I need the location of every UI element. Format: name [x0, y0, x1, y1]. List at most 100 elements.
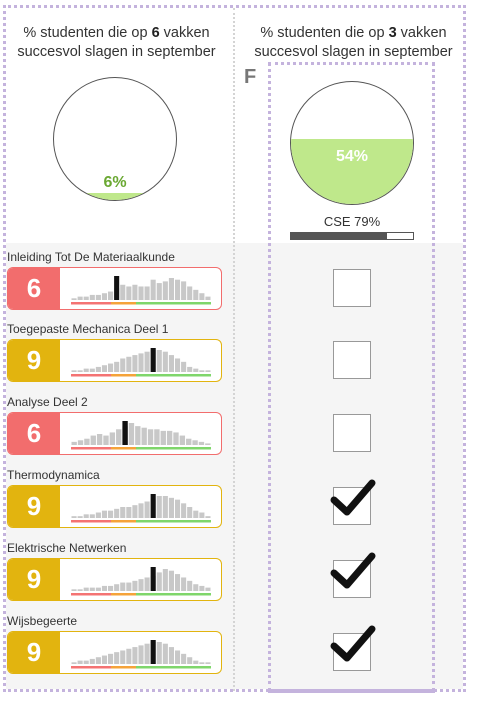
course-checkbox[interactable]	[330, 625, 376, 671]
histogram-bar	[205, 587, 211, 591]
histogram-bar	[162, 281, 168, 300]
histogram-bar	[138, 503, 144, 518]
histogram-bar	[77, 296, 83, 300]
histogram-bar	[101, 510, 108, 518]
histogram-bar	[168, 497, 174, 518]
histogram-bar	[77, 370, 83, 372]
histogram-bar	[144, 643, 150, 664]
course-checkbox[interactable]	[333, 269, 371, 307]
histogram-bar	[181, 361, 187, 372]
grade-card[interactable]: 9	[7, 558, 222, 601]
histogram-bar	[126, 286, 132, 300]
course-checkbox[interactable]	[330, 552, 376, 598]
histogram-bar	[132, 580, 138, 591]
grade-histogram	[71, 640, 211, 669]
histogram-bar	[193, 510, 199, 518]
histogram-bar	[95, 657, 101, 664]
scenario-letter: F	[244, 66, 257, 88]
histogram-bar	[83, 587, 89, 591]
histogram-bar	[108, 510, 114, 518]
left-pie-fill	[54, 193, 176, 200]
histogram-bar	[135, 426, 141, 445]
histogram-bar	[95, 512, 101, 518]
cse-progress-bar	[290, 232, 414, 240]
histogram-bar	[156, 496, 162, 518]
column-divider	[233, 8, 235, 691]
grade-scale-segment	[136, 593, 211, 596]
histogram-bar	[205, 516, 211, 518]
histogram-bar	[108, 363, 114, 372]
histogram-bar	[95, 587, 101, 591]
course-checkbox[interactable]	[330, 479, 376, 525]
grade-scale-segment	[111, 520, 136, 523]
grade-badge: 9	[8, 340, 60, 381]
histogram-bar	[199, 512, 205, 518]
histogram-bar	[193, 368, 199, 372]
histogram-bar	[108, 585, 114, 591]
histogram-bar	[174, 499, 181, 518]
grade-badge: 6	[8, 413, 60, 454]
histogram-bar	[120, 650, 126, 664]
course-row: Thermodynamica 9	[7, 468, 222, 528]
course-name: Inleiding Tot De Materiaalkunde	[7, 250, 175, 264]
checkmark-icon	[330, 625, 376, 662]
histogram-bar	[193, 584, 199, 591]
histogram-bar	[168, 355, 174, 372]
histogram-bar	[120, 582, 126, 591]
grade-histogram	[71, 348, 211, 377]
histogram-bar	[90, 435, 96, 445]
histogram-bar	[132, 284, 138, 300]
cse-progress-fill	[291, 233, 388, 239]
histogram-bar	[187, 286, 193, 300]
grade-card[interactable]: 6	[7, 267, 222, 310]
left-pie-percentage: 6%	[103, 174, 127, 191]
histogram-bar	[138, 579, 144, 591]
histogram-bar	[156, 350, 162, 372]
histogram-bar	[187, 507, 193, 518]
histogram-bar	[187, 580, 193, 591]
histogram-bar	[126, 507, 132, 518]
student-grade-marker	[122, 421, 128, 445]
histogram-bar	[205, 370, 211, 372]
grade-scale-segment	[111, 447, 136, 450]
grade-badge: 9	[8, 559, 60, 600]
histogram-bar	[199, 585, 205, 591]
grade-scale-segment	[136, 666, 211, 669]
histogram-bar	[144, 501, 150, 518]
histogram-bar	[193, 289, 199, 300]
histogram-bar	[173, 432, 179, 445]
course-checkbox[interactable]	[333, 341, 371, 379]
grade-scale-segment	[71, 302, 111, 305]
grade-scale-segment	[111, 302, 136, 305]
histogram-bar	[193, 660, 199, 664]
histogram-bar	[103, 435, 109, 445]
grade-histogram	[71, 494, 211, 523]
left-column-header: % studenten die op 6 vakken succesvol sl…	[9, 24, 224, 62]
histogram-bar	[108, 291, 114, 300]
histogram-bar	[166, 430, 173, 445]
grade-card[interactable]: 9	[7, 631, 222, 674]
grade-card[interactable]: 9	[7, 339, 222, 382]
grade-scale-segment	[71, 666, 111, 669]
histogram-bar	[77, 589, 83, 591]
grade-scale-segment	[71, 447, 111, 450]
grade-badge: 9	[8, 632, 60, 673]
course-name: Analyse Deel 2	[7, 395, 88, 409]
histogram-bar	[95, 294, 101, 300]
grade-card[interactable]: 6	[7, 412, 222, 455]
grade-scale-segment	[136, 374, 211, 377]
histogram-bar	[181, 503, 187, 518]
grade-scale-segment	[71, 593, 111, 596]
histogram-bar	[101, 585, 108, 591]
histogram-bar	[132, 505, 138, 518]
histogram-bar	[174, 358, 181, 372]
right-header-line2: succesvol slagen in september	[254, 44, 453, 60]
histogram-bar	[71, 370, 77, 372]
histogram-bar	[132, 647, 138, 664]
histogram-bar	[138, 645, 144, 664]
histogram-bar	[126, 356, 132, 372]
histogram-bar	[168, 570, 174, 591]
grade-card[interactable]: 9	[7, 485, 222, 528]
histogram-bar	[144, 577, 150, 591]
course-checkbox[interactable]	[333, 414, 371, 452]
